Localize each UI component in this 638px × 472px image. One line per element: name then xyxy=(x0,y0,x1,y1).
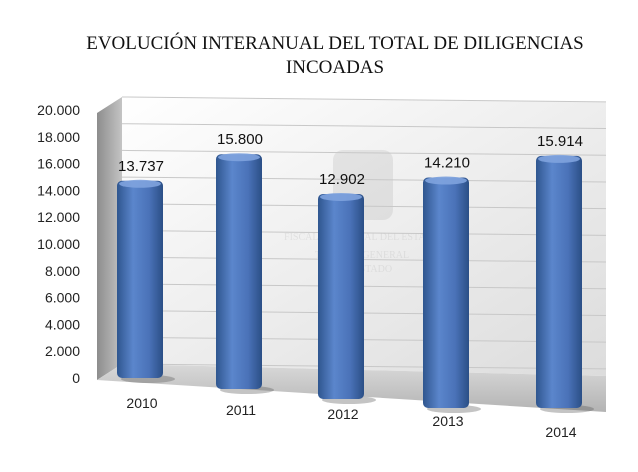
y-tick-label: 8.000 xyxy=(45,263,80,279)
chart-title: EVOLUCIÓN INTERANUAL DEL TOTAL DE DILIGE… xyxy=(86,32,584,78)
y-tick-label: 14.000 xyxy=(37,182,80,198)
y-tick-label: 20.000 xyxy=(37,102,80,118)
x-axis-categories: 2010 2011 2012 2013 2014 xyxy=(126,395,576,440)
side-wall xyxy=(97,97,122,380)
x-category-label: 2014 xyxy=(545,424,576,440)
bar-top xyxy=(119,179,161,188)
bar-2011 xyxy=(216,153,274,394)
bar-2012 xyxy=(318,192,376,404)
x-category-label: 2013 xyxy=(432,413,463,429)
x-category-label: 2012 xyxy=(327,406,358,422)
bar-body xyxy=(318,193,364,399)
bar-top xyxy=(218,153,260,162)
gridline xyxy=(121,149,607,156)
data-label: 14.210 xyxy=(424,155,470,172)
chart-title-line-1: EVOLUCIÓN INTERANUAL DEL TOTAL DE DILIGE… xyxy=(86,32,584,54)
data-label: 12.902 xyxy=(319,171,365,188)
y-tick-label: 18.000 xyxy=(37,129,80,145)
y-axis-ticks: 0 2.000 4.000 6.000 8.000 10.000 12.000 14.000 1… xyxy=(37,102,80,386)
gridline xyxy=(121,123,607,130)
y-tick-label: 2.000 xyxy=(45,343,80,359)
y-tick-label: 12.000 xyxy=(37,209,80,225)
gridline xyxy=(121,96,607,103)
data-label: 15.800 xyxy=(217,131,263,148)
bar-top xyxy=(320,192,362,201)
bar-top xyxy=(538,154,580,163)
bar-2013 xyxy=(423,176,481,413)
y-tick-label: 16.000 xyxy=(37,156,80,172)
bar-body xyxy=(536,155,582,408)
x-category-label: 2011 xyxy=(226,402,256,418)
bar-2014 xyxy=(536,154,594,413)
bar-top xyxy=(425,176,467,185)
y-tick-label: 6.000 xyxy=(45,290,80,306)
y-tick-label: 10.000 xyxy=(37,236,80,252)
y-tick-label: 0 xyxy=(72,370,80,386)
data-label: 13.737 xyxy=(118,158,164,175)
bar-body xyxy=(117,180,163,378)
data-label: 15.914 xyxy=(537,133,583,150)
x-category-label: 2010 xyxy=(126,395,157,411)
bar-2010 xyxy=(117,179,175,383)
gridline xyxy=(121,176,607,183)
data-labels: 13.737 15.800 12.902 14.210 15.914 xyxy=(118,131,583,188)
bars xyxy=(117,153,594,413)
y-tick-label: 4.000 xyxy=(45,316,80,332)
bar-body xyxy=(423,177,469,408)
chart-title-line-2: INCOADAS xyxy=(286,57,384,78)
bar-body xyxy=(216,154,262,389)
